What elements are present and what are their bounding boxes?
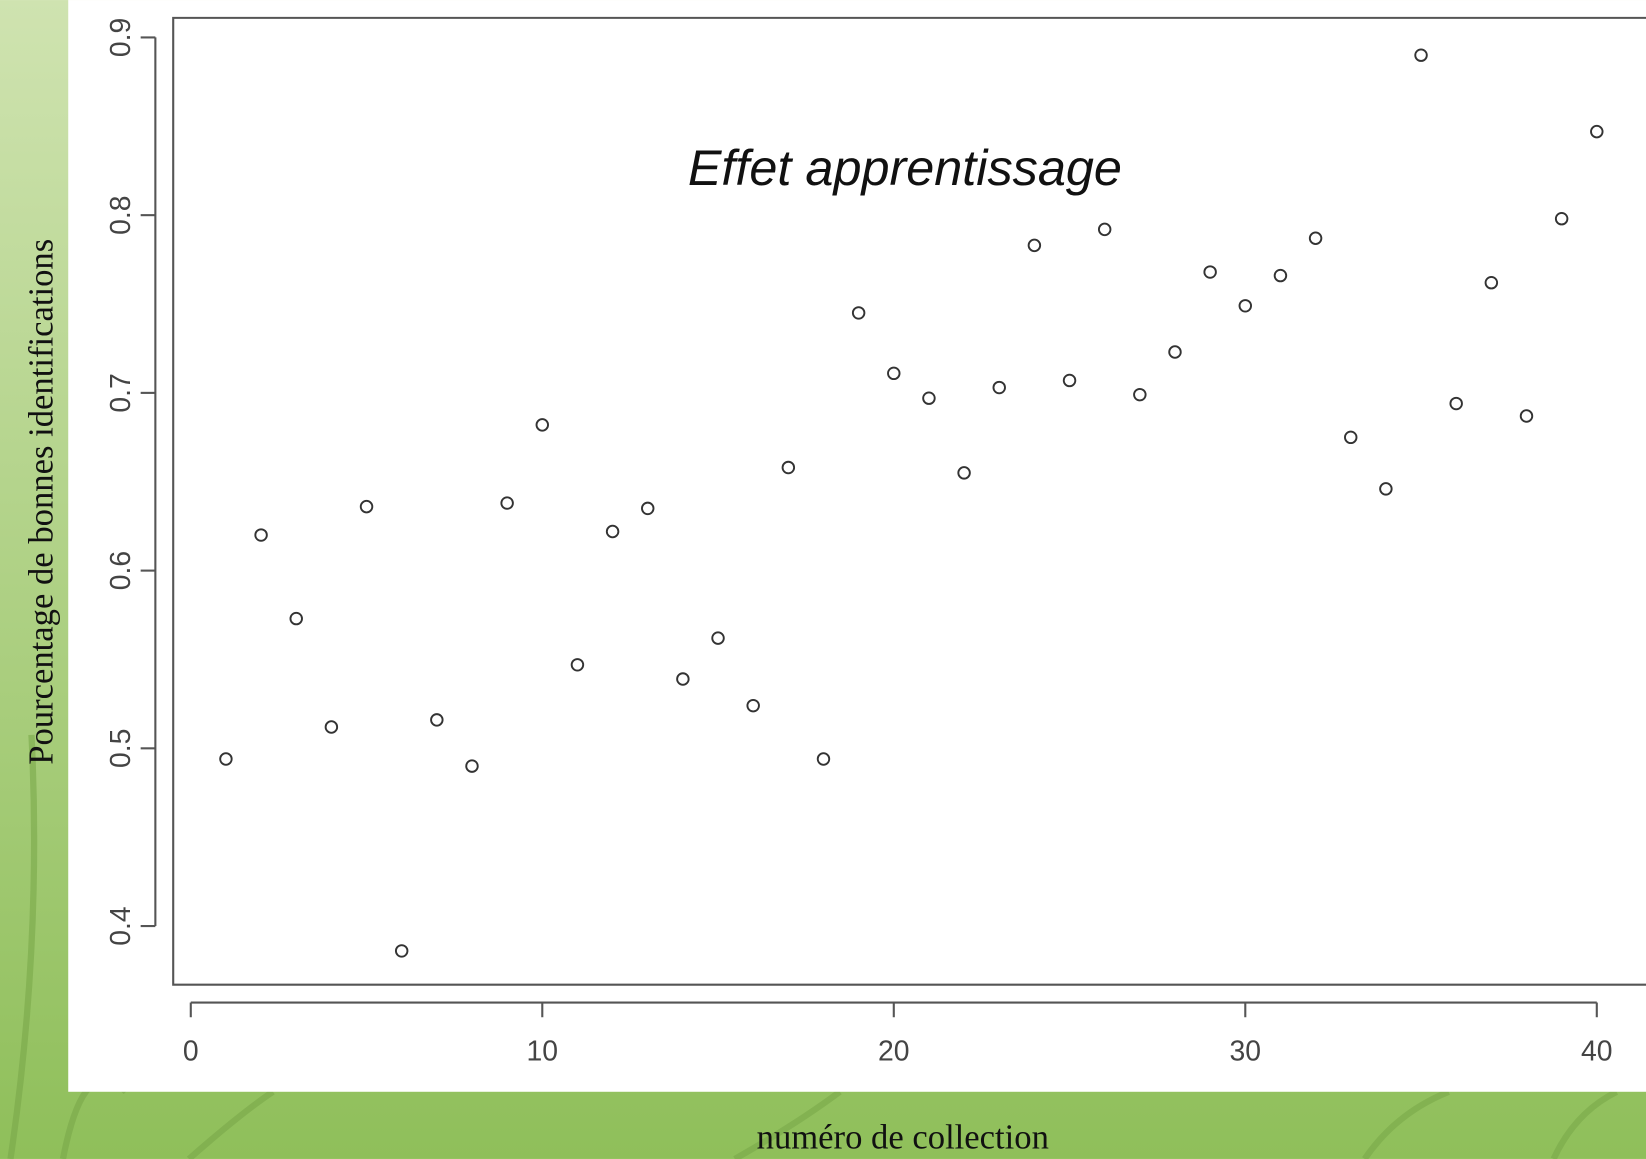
point (1273, 268, 1288, 283)
point (1590, 124, 1604, 139)
point (605, 524, 620, 539)
x-tick-label: 20 (878, 1035, 910, 1067)
plot-panel (68, 0, 1646, 1092)
point (1519, 409, 1534, 423)
point (359, 499, 374, 514)
point (781, 460, 796, 475)
annotation: Effet apprentissage (688, 139, 1122, 196)
x-tick-label: 0 (183, 1035, 199, 1067)
y-tick-label: 0.9 (105, 18, 137, 57)
point (1027, 238, 1042, 253)
point (1062, 373, 1077, 388)
y-tick-label: 0.7 (105, 373, 137, 412)
point (535, 418, 550, 432)
point (1344, 430, 1358, 445)
point (1238, 299, 1253, 313)
point (289, 611, 303, 626)
point (1308, 231, 1323, 245)
point (816, 752, 831, 766)
y-tick-label: 0.6 (105, 551, 137, 590)
point (1168, 345, 1182, 359)
x-axis-title: numéro de collection (757, 1118, 1049, 1156)
point (746, 698, 760, 713)
point (1097, 222, 1112, 237)
point (254, 528, 268, 542)
y-tick-label: 0.4 (105, 906, 137, 945)
point (1379, 482, 1393, 496)
y-axis-title: Pourcentage de bonnes identifications (22, 239, 60, 765)
point (887, 366, 901, 381)
y-tick-label: 0.5 (105, 729, 137, 768)
point (1414, 48, 1428, 62)
point (676, 672, 690, 686)
point (219, 752, 233, 766)
point (711, 631, 725, 645)
point (992, 380, 1006, 395)
point (500, 496, 514, 510)
point (465, 759, 479, 773)
point (641, 501, 655, 516)
x-tick-label: 40 (1581, 1035, 1613, 1067)
point (922, 391, 936, 405)
plot-box (172, 16, 1646, 986)
point (1449, 396, 1463, 411)
point (570, 658, 585, 672)
x-tick-label: 30 (1230, 1035, 1262, 1067)
point (851, 306, 866, 320)
point (430, 713, 444, 727)
y-tick-label: 0.8 (105, 195, 137, 234)
point (1203, 265, 1217, 279)
point (1133, 387, 1147, 402)
point (957, 466, 971, 480)
point (1554, 211, 1569, 226)
point (324, 720, 339, 734)
point (1484, 275, 1499, 290)
x-tick-label: 10 (527, 1035, 559, 1067)
point (394, 944, 409, 958)
